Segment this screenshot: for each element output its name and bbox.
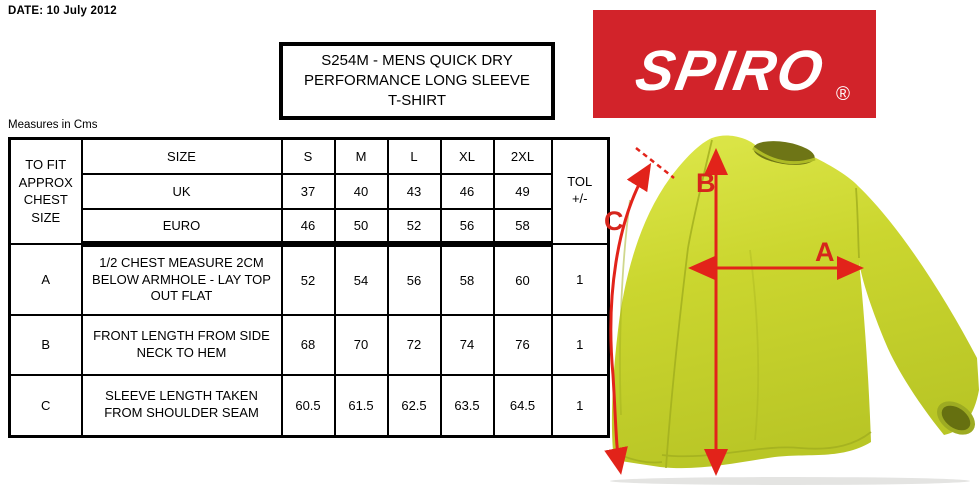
- spiro-logo-text: SPIRO: [631, 39, 830, 103]
- measure-desc-a: 1/2 CHEST MEASURE 2CM BELOW ARMHOLE - LA…: [80, 242, 283, 316]
- measure-code-b: B: [8, 313, 83, 376]
- product-title-line1: S254M - MENS QUICK DRY: [321, 51, 513, 69]
- shirt-diagram-art: A B C: [604, 135, 979, 485]
- table-row-a: A 1/2 CHEST MEASURE 2CM BELOW ARMHOLE - …: [8, 242, 610, 316]
- table-row-b: B FRONT LENGTH FROM SIDE NECK TO HEM 68 …: [8, 313, 610, 376]
- uk-val-s: 37: [280, 172, 336, 210]
- b-val-s: 68: [280, 313, 336, 376]
- measure-desc-c: SLEEVE LENGTH TAKEN FROM SHOULDER SEAM: [80, 373, 283, 438]
- tolerance-header: TOL +/-: [550, 137, 610, 245]
- size-col-l: L: [386, 137, 442, 175]
- c-val-xl: 63.5: [439, 373, 495, 438]
- product-title-line3: T-SHIRT: [387, 92, 447, 110]
- b-val-l: 72: [386, 313, 442, 376]
- size-col-m: M: [333, 137, 389, 175]
- uk-val-m: 40: [333, 172, 389, 210]
- measurement-arrows: [604, 147, 864, 476]
- c-val-l: 62.5: [386, 373, 442, 438]
- measurement-labels: A B C: [604, 168, 835, 267]
- uk-val-xl: 46: [439, 172, 495, 210]
- row-label-uk: UK: [80, 172, 283, 210]
- c-val-s: 60.5: [280, 373, 336, 438]
- c-val-2xl: 64.5: [492, 373, 553, 438]
- ground-shadow: [610, 477, 970, 485]
- a-val-l: 56: [386, 242, 442, 316]
- euro-val-s: 46: [280, 207, 336, 247]
- tol-line1: TOL: [567, 174, 593, 190]
- corner-cell: TO FIT APPROX CHEST SIZE: [8, 137, 83, 245]
- measures-note: Measures in Cms: [8, 119, 98, 131]
- size-col-s: S: [280, 137, 336, 175]
- product-title-box: S254M - MENS QUICK DRY PERFORMANCE LONG …: [279, 42, 555, 120]
- right-cuff-opening: [941, 405, 971, 431]
- euro-val-xl: 56: [439, 207, 495, 247]
- row-label-size: SIZE: [80, 137, 283, 175]
- registered-mark: ®: [836, 84, 850, 105]
- a-val-xl: 58: [439, 242, 495, 316]
- spiro-logo-text-group: SPIRO: [631, 39, 830, 103]
- size-col-2xl: 2XL: [492, 137, 553, 175]
- table-row-c: C SLEEVE LENGTH TAKEN FROM SHOULDER SEAM…: [8, 373, 610, 438]
- collar-seam: [752, 146, 816, 165]
- euro-val-l: 52: [386, 207, 442, 247]
- date-label: DATE: 10 July 2012: [8, 5, 117, 17]
- label-a: A: [815, 237, 835, 267]
- product-title-line2: PERFORMANCE LONG SLEEVE: [304, 71, 530, 89]
- measure-code-c: C: [8, 373, 83, 438]
- euro-val-m: 50: [333, 207, 389, 247]
- size-chart-table: TO FIT APPROX CHEST SIZE SIZE S M L XL 2…: [8, 137, 610, 438]
- measure-code-a: A: [8, 242, 83, 316]
- label-b: B: [696, 168, 716, 198]
- tol-line2: +/-: [571, 191, 588, 207]
- shoulder-seam-dashed-line: [635, 147, 675, 179]
- shirt-measurement-diagram: A B C: [600, 130, 979, 487]
- b-val-m: 70: [333, 313, 389, 376]
- c-val-m: 61.5: [333, 373, 389, 438]
- b-val-xl: 74: [439, 313, 495, 376]
- shirt-body: [611, 135, 979, 469]
- uk-val-2xl: 49: [492, 172, 553, 210]
- spiro-logo: SPIRO ®: [593, 10, 876, 118]
- euro-val-2xl: 58: [492, 207, 553, 247]
- collar-opening: [753, 141, 815, 165]
- arrow-c-sleeve: [604, 162, 652, 475]
- b-val-2xl: 76: [492, 313, 553, 376]
- a-val-s: 52: [280, 242, 336, 316]
- label-c: C: [604, 206, 624, 236]
- c-tol: 1: [550, 373, 610, 438]
- measure-desc-b: FRONT LENGTH FROM SIDE NECK TO HEM: [80, 313, 283, 376]
- a-val-2xl: 60: [492, 242, 553, 316]
- a-tol: 1: [550, 242, 610, 316]
- a-val-m: 54: [333, 242, 389, 316]
- spiro-logo-art: SPIRO ®: [631, 39, 850, 105]
- row-label-euro: EURO: [80, 207, 283, 247]
- uk-val-l: 43: [386, 172, 442, 210]
- size-col-xl: XL: [439, 137, 495, 175]
